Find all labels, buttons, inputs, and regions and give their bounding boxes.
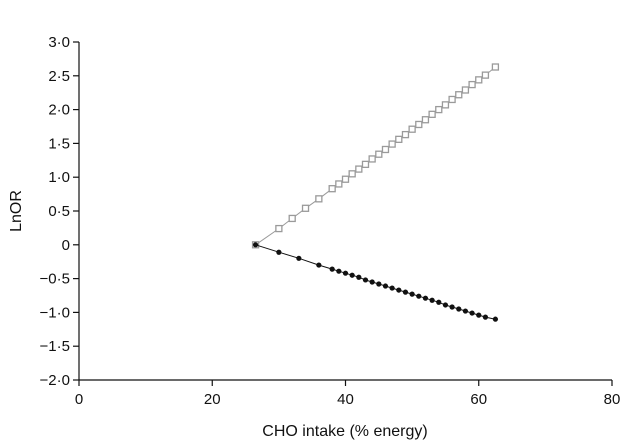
- data-point-circle: [252, 242, 259, 248]
- data-point-circle: [329, 266, 335, 272]
- data-point-square: [341, 175, 350, 183]
- x-tick-label: 80: [604, 391, 621, 408]
- y-tick-label: −0·5: [40, 271, 70, 288]
- data-point-square: [375, 150, 383, 158]
- data-point-square: [441, 101, 450, 109]
- plot-area: 3·0 2·5 2·0 1·5 1·0 0·5 0 −0·5 −1·0 −1·5 −2·0 0 20 4…: [40, 34, 621, 408]
- y-axis-ticks: 3·0 2·5 2·0 1·5 1·0 0·5 0 −0·5 −1·0 −1·5 −2·0: [40, 34, 79, 389]
- data-point-circle: [356, 274, 362, 280]
- data-point-square: [348, 170, 356, 178]
- data-point-square: [275, 224, 283, 233]
- data-point-square: [335, 180, 343, 188]
- data-point-circle: [442, 302, 449, 308]
- data-point-circle: [382, 283, 389, 289]
- x-tick-label: 60: [470, 391, 487, 408]
- data-point-square: [448, 95, 456, 104]
- data-point-circle: [469, 310, 475, 316]
- series-1: [251, 63, 500, 249]
- data-point-square: [408, 125, 416, 133]
- data-point-square: [415, 120, 423, 129]
- data-point-square: [361, 160, 370, 169]
- x-tick-label: 0: [75, 391, 83, 408]
- data-point-square: [401, 130, 410, 139]
- series-2: [252, 242, 499, 322]
- series-layer: [251, 63, 500, 322]
- data-point-square: [328, 185, 336, 193]
- data-point-circle: [342, 270, 349, 276]
- y-tick-label: 0: [62, 237, 70, 254]
- y-tick-label: 0·5: [48, 203, 70, 220]
- data-point-circle: [396, 287, 402, 293]
- data-point-square: [395, 135, 403, 143]
- data-point-circle: [296, 255, 302, 261]
- data-point-square: [481, 71, 490, 79]
- x-tick-label: 20: [204, 391, 221, 408]
- data-point-circle: [369, 279, 375, 285]
- data-point-circle: [492, 316, 499, 322]
- x-axis-title: CHO intake (% energy): [262, 423, 427, 440]
- data-point-square: [315, 195, 323, 203]
- x-axis-ticks: 0 20 40 60 80: [75, 380, 621, 408]
- y-axis-title: LnOR: [8, 190, 25, 232]
- data-point-square: [288, 214, 296, 223]
- data-point-square: [455, 91, 463, 99]
- data-point-square: [428, 110, 436, 118]
- data-point-circle: [482, 314, 489, 320]
- data-point-square: [381, 145, 390, 154]
- y-tick-label: 2·0: [48, 102, 70, 119]
- y-tick-label: −1·0: [40, 304, 70, 321]
- data-point-circle: [416, 293, 422, 299]
- data-point-square: [468, 80, 476, 89]
- data-point-circle: [436, 299, 442, 305]
- data-point-circle: [389, 285, 395, 291]
- y-tick-label: 1·0: [48, 169, 70, 186]
- y-tick-label: 1·5: [48, 135, 70, 152]
- data-point-circle: [376, 281, 382, 287]
- data-point-square: [355, 165, 363, 173]
- data-point-square: [435, 105, 443, 114]
- data-point-square: [475, 76, 483, 84]
- y-tick-label: −2·0: [40, 372, 70, 389]
- data-point-square: [461, 86, 470, 94]
- x-tick-label: 40: [337, 391, 354, 408]
- data-point-circle: [402, 289, 409, 295]
- data-point-circle: [409, 291, 415, 297]
- data-point-circle: [462, 308, 469, 314]
- data-point-circle: [316, 262, 322, 268]
- data-point-circle: [456, 306, 462, 312]
- data-point-circle: [362, 277, 369, 283]
- y-tick-label: −1·5: [40, 338, 70, 355]
- data-point-circle: [429, 297, 435, 303]
- data-point-square: [301, 204, 310, 212]
- data-point-square: [421, 116, 430, 124]
- data-point-circle: [276, 249, 282, 255]
- data-point-circle: [336, 268, 342, 274]
- data-point-circle: [476, 312, 482, 318]
- y-tick-label: 2·5: [48, 68, 70, 85]
- data-point-circle: [349, 272, 355, 278]
- y-tick-label: 3·0: [48, 34, 70, 51]
- data-point-circle: [422, 295, 429, 301]
- data-point-circle: [449, 304, 455, 310]
- data-point-square: [491, 63, 500, 71]
- data-point-square: [368, 155, 376, 163]
- data-point-square: [388, 140, 396, 148]
